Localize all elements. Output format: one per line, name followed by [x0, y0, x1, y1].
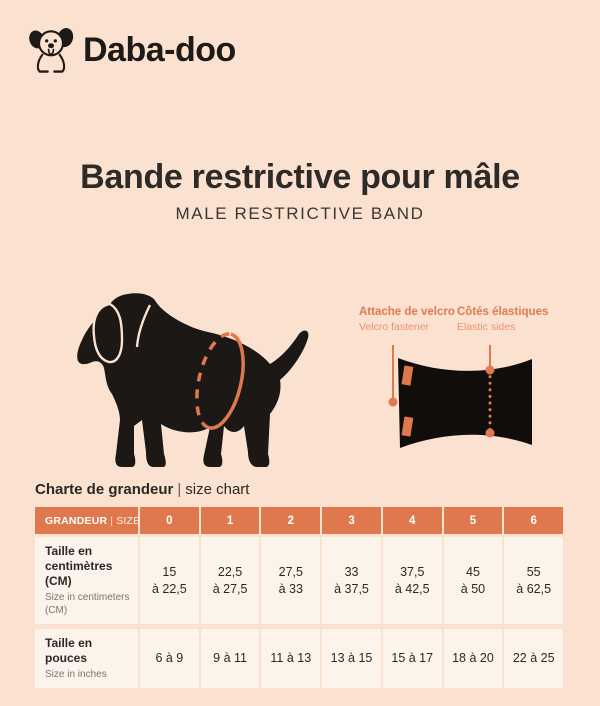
velcro-strip-top	[401, 365, 414, 386]
page-title: Bande restrictive pour mâle	[80, 158, 520, 196]
row-label-fr: Taille en centimètres (CM)	[45, 544, 113, 588]
brand-logo: Daba-doo	[28, 26, 236, 74]
size-column-header-5: 5	[443, 507, 503, 534]
cm-value-2: 27,5 à 33	[261, 537, 321, 624]
size-column-header-0: 0	[140, 507, 199, 534]
velcro-label-fr: Attache de velcro	[359, 306, 455, 318]
table-row-centimeters: Taille en centimètres (CM) Size in centi…	[35, 537, 564, 624]
band-diagram: Attache de velcro Velcro fastener Côtés …	[345, 300, 585, 470]
inch-value-4: 15 à 17	[382, 629, 442, 688]
size-column-header-1: 1	[200, 507, 260, 534]
size-column-header-2: 2	[261, 507, 321, 534]
inch-value-5: 18 à 20	[443, 629, 503, 688]
brand-name: Daba-doo	[83, 30, 236, 69]
row-label-fr: Taille en pouces	[45, 636, 93, 665]
row-label-en: Size in centimeters (CM)	[45, 592, 130, 616]
dog-logo-icon	[29, 28, 74, 73]
table-header-label-cell: GRANDEUR | SIZE	[35, 507, 141, 534]
size-column-header-6: 6	[504, 507, 564, 534]
cm-value-3: 33 à 37,5	[322, 537, 381, 624]
velcro-strip-bottom	[401, 416, 414, 437]
elastic-label-en: Elastic sides	[457, 321, 516, 333]
measuring-ellipse	[195, 332, 245, 430]
size-column-header-3: 3	[322, 507, 381, 534]
row-label-centimeters: Taille en centimètres (CM) Size in centi…	[35, 537, 138, 624]
size-chart-heading: Charte de grandeur | size chart	[35, 481, 563, 498]
inch-value-6: 22 à 25	[504, 629, 564, 688]
dog-silhouette-icon	[77, 293, 309, 467]
size-chart-heading-en: size chart	[185, 481, 250, 498]
row-label-inches: Taille en pouces Size in inches	[35, 629, 138, 688]
size-chart-heading-fr: Charte de grandeur	[35, 481, 174, 498]
header-label-en: SIZE	[116, 514, 141, 527]
table-header-row: GRANDEUR | SIZE 0 1 2 3 4 5 6	[35, 507, 564, 534]
elastic-label-fr: Côtés élastiques	[457, 306, 549, 318]
inch-value-2: 11 à 13	[261, 629, 321, 688]
cm-value-5: 45 à 50	[443, 537, 503, 624]
row-label-en: Size in inches	[45, 669, 107, 680]
size-chart-section: Charte de grandeur | size chart GRANDEUR | S…	[35, 481, 564, 693]
page-subtitle: MALE RESTRICTIVE BAND	[175, 204, 425, 223]
size-column-header-4: 4	[382, 507, 442, 534]
elastic-pointer-dot-top	[485, 365, 495, 375]
heading-separator: |	[177, 481, 182, 498]
cm-value-1: 22,5 à 27,5	[200, 537, 260, 624]
cm-value-4: 37,5 à 42,5	[382, 537, 442, 624]
title-block: Bande restrictive pour mâle MALE RESTRIC…	[0, 158, 600, 224]
dog-silhouette-illustration	[40, 288, 320, 478]
band-diagram-graphic	[388, 345, 532, 448]
elastic-pointer-dot-bottom	[485, 428, 495, 438]
velcro-pointer-dot	[388, 397, 398, 407]
header-label-fr: GRANDEUR	[45, 514, 108, 527]
inch-value-0: 6 à 9	[140, 629, 199, 688]
header-separator: |	[110, 514, 114, 527]
table-row-inches: Taille en pouces Size in inches 6 à 9 9 …	[35, 629, 564, 688]
inch-value-1: 9 à 11	[200, 629, 260, 688]
velcro-label-en: Velcro fastener	[359, 321, 430, 333]
band-shape	[398, 358, 532, 448]
velcro-label: Attache de velcro Velcro fastener	[359, 306, 455, 333]
elastic-label: Côtés élastiques Elastic sides	[457, 306, 548, 333]
cm-value-0: 15 à 22,5	[140, 537, 199, 624]
cm-value-6: 55 à 62,5	[504, 537, 564, 624]
inch-value-3: 13 à 15	[322, 629, 381, 688]
